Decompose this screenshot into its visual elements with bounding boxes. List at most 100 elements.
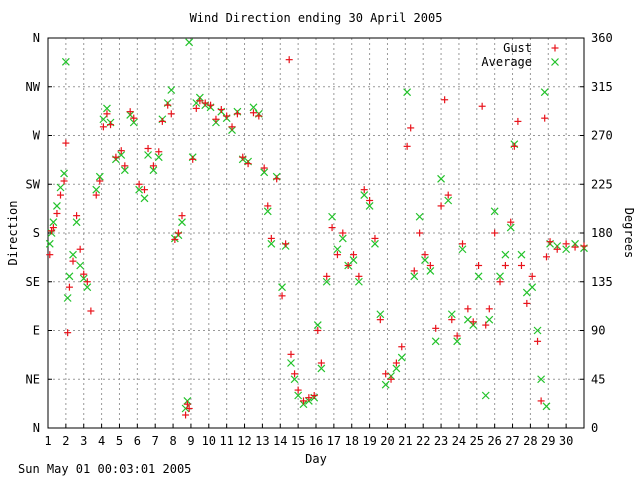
gust-point: [541, 114, 549, 122]
average-point: [540, 88, 549, 97]
gust-point: [328, 224, 336, 232]
average-point: [403, 88, 412, 97]
marker-stroke: [453, 337, 462, 346]
y-tick-label-right: 225: [591, 177, 613, 191]
marker-stroke: [540, 88, 549, 97]
marker-stroke: [426, 266, 435, 275]
gust-point: [158, 117, 166, 125]
average-point: [287, 359, 295, 367]
marker-stroke: [76, 261, 85, 270]
average-point: [154, 153, 163, 162]
gust-point: [233, 110, 241, 118]
gust-point: [542, 253, 550, 261]
x-tick-label: 19: [362, 434, 376, 448]
gust-point: [407, 124, 415, 132]
marker-stroke: [333, 245, 342, 254]
y-axis-label-right: Degrees: [622, 208, 636, 259]
gust-point: [562, 240, 570, 248]
average-point: [562, 245, 571, 254]
marker-stroke: [501, 250, 510, 259]
legend-label-gust: Gust: [503, 41, 532, 55]
gust-point: [448, 316, 456, 324]
gust-point: [107, 121, 115, 129]
y-tick-label-right: 90: [591, 324, 605, 338]
marker-stroke: [517, 250, 526, 259]
average-point: [185, 38, 194, 47]
marker-stroke: [458, 245, 467, 254]
gust-point: [314, 327, 322, 334]
gust-point: [192, 104, 200, 112]
x-tick-label: 22: [416, 434, 430, 448]
average-point: [167, 86, 176, 94]
average-point: [322, 277, 331, 286]
gust-point: [201, 99, 209, 107]
marker-stroke: [447, 310, 456, 319]
marker-stroke: [260, 168, 269, 177]
average-point: [365, 201, 374, 210]
gust-point: [135, 180, 143, 188]
marker-stroke: [338, 234, 347, 243]
marker-stroke: [328, 212, 337, 221]
marker-stroke: [349, 256, 358, 265]
gust-point: [212, 115, 220, 123]
gust-point: [441, 96, 449, 104]
marker-stroke: [99, 115, 108, 124]
grid: [48, 38, 584, 428]
gust-point: [185, 405, 193, 412]
marker-stroke: [140, 194, 149, 203]
gust-point: [103, 110, 111, 118]
gust-point: [517, 262, 525, 269]
gust-point: [87, 307, 95, 315]
gust-point: [360, 186, 368, 194]
x-tick-label: 16: [309, 434, 323, 448]
gust-point: [371, 234, 379, 242]
timestamp: Sun May 01 00:03:01 2005: [18, 462, 192, 476]
gust-point: [510, 142, 518, 150]
y-tick-label-right: 315: [591, 80, 613, 94]
gust-point: [485, 305, 493, 313]
average-point: [103, 104, 111, 113]
gust-point: [183, 400, 191, 408]
y-tick-label-left: NW: [26, 80, 41, 94]
marker-stroke: [287, 359, 295, 367]
legend-markers: [551, 44, 559, 66]
average-point: [65, 272, 74, 281]
marker-stroke: [317, 364, 326, 373]
gust-point: [491, 229, 499, 237]
gust-point: [546, 238, 554, 246]
gust-point: [62, 139, 70, 147]
marker-stroke: [463, 315, 472, 324]
legend-marker-gust: [551, 44, 559, 52]
x-tick-label: 1: [44, 434, 51, 448]
x-tick-label: 30: [559, 434, 573, 448]
average-point: [63, 294, 72, 302]
average-point: [49, 218, 58, 227]
y-tick-label-left: SW: [26, 177, 41, 191]
gust-point: [69, 257, 77, 265]
gust-point: [355, 272, 363, 280]
marker-stroke: [154, 153, 163, 162]
marker-stroke: [120, 166, 129, 175]
marker-stroke: [410, 272, 419, 281]
marker-stroke: [506, 223, 515, 232]
marker-stroke: [60, 169, 69, 178]
gust-point: [239, 153, 247, 161]
gust-point: [523, 299, 531, 307]
gust-point: [344, 262, 352, 269]
marker-stroke: [185, 38, 194, 47]
x-tick-label: 7: [152, 434, 159, 448]
gust-point: [223, 112, 231, 120]
gust-point: [416, 229, 424, 237]
x-tick-label: 15: [291, 434, 305, 448]
marker-stroke: [313, 321, 322, 330]
x-tick-label: 18: [345, 434, 359, 448]
gust-point: [64, 329, 72, 337]
average-point: [95, 172, 104, 181]
gust-point: [164, 101, 172, 109]
gust-point: [46, 251, 54, 259]
average-point: [53, 201, 61, 210]
average-point: [349, 256, 358, 265]
gust-point: [80, 270, 88, 278]
gust-point: [73, 212, 81, 220]
x-tick-label: 8: [169, 434, 176, 448]
